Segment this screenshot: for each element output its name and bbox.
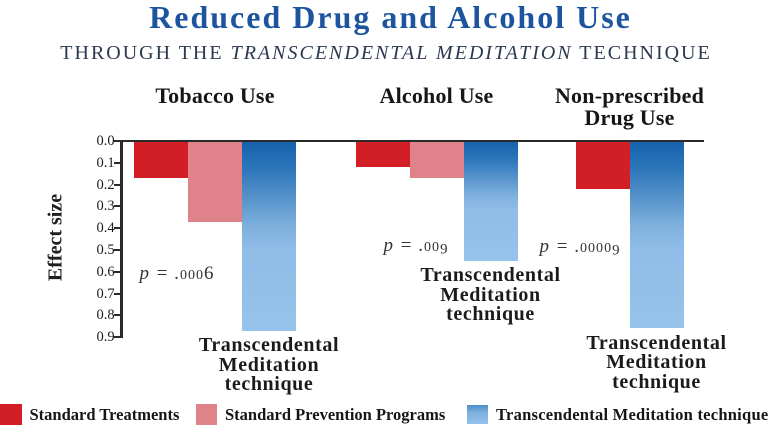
bar-transcendental-meditation-technique [242,142,296,331]
legend-swatch [195,404,217,425]
subtitle-suffix: TECHNIQUE [572,42,712,64]
y-tick-label: 0.5 [96,241,115,258]
y-tick-label: 0.9 [96,329,115,346]
group-label: Tobacco Use [155,83,275,108]
subtitle-prefix: THROUGH THE [60,42,231,64]
legend-label: Transcendental Meditation technique [496,404,768,424]
y-tick-label: 0.4 [96,220,115,237]
y-tick [114,139,121,142]
bar-transcendental-meditation-technique [463,142,518,261]
p-value-label: p = .009 [383,234,449,258]
y-tick [114,227,121,230]
y-tick [114,161,121,164]
bar-annotation: Transcendental Meditation technique [420,264,561,326]
bar-transcendental-meditation-technique [629,142,684,329]
legend-item: Standard Treatments [0,404,179,426]
legend-swatch [0,404,22,425]
y-tick [114,248,121,251]
p-value-label: p = .0006 [139,262,215,284]
p-value-label: p = .00009 [539,235,621,259]
chart-subtitle: THROUGH THE TRANSCENDENTAL MEDITATION TE… [4,42,768,65]
y-tick-label: 0.7 [96,285,115,302]
y-axis-line [120,139,123,339]
legend-swatch [466,405,488,424]
y-tick [114,205,121,208]
bar-annotation: Transcendental Meditation technique [198,334,340,396]
legend-item: Transcendental Meditation technique [466,404,768,426]
y-tick-label: 0.2 [96,176,115,193]
y-tick-label: 0.3 [96,198,115,215]
legend-label: Standard Prevention Programs [225,404,446,424]
y-tick-label: 0.1 [96,154,115,171]
group-label: Non-prescribed Drug Use [554,83,705,130]
x-axis-line [120,139,704,143]
bar-standard-prevention-programs [409,142,464,179]
y-tick-label: 0.6 [96,263,115,280]
subtitle-italic: TRANSCENDENTAL MEDITATION [230,42,573,64]
bar-standard-treatments [134,142,188,179]
bar-standard-treatments [355,142,410,168]
y-tick [114,336,121,339]
group-label: Alcohol Use [379,83,494,108]
y-tick-label: 0.8 [96,307,115,324]
y-tick [114,183,121,186]
bar-standard-treatments [575,142,630,189]
bar-standard-prevention-programs [188,142,242,222]
y-tick [114,314,121,317]
chart-title: Reduced Drug and Alcohol Use [149,0,632,35]
legend-item: Standard Prevention Programs [195,404,446,426]
y-tick-label: 0.0 [96,132,115,149]
y-axis-title: Effect size [44,193,67,282]
legend-label: Standard Treatments [29,404,180,424]
bar-annotation: Transcendental Meditation technique [586,331,727,393]
y-tick [114,292,121,295]
y-tick [114,270,121,273]
